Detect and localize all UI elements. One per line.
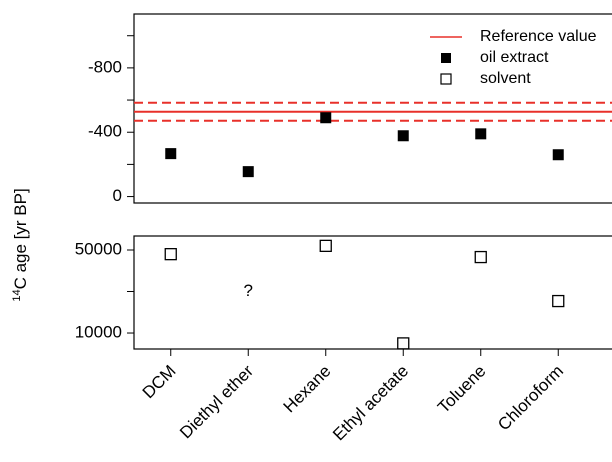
data-point — [552, 294, 565, 308]
plot-frame — [133, 235, 612, 350]
legend-label: oil extract — [480, 49, 549, 66]
legend-label: Reference value — [480, 28, 597, 45]
y-axis-title-sup: 14 — [11, 289, 23, 301]
data-point — [320, 112, 332, 124]
legend-marker — [440, 73, 452, 85]
y-tick-label: 0 — [113, 186, 122, 205]
x-tick-label: Toluene — [434, 361, 490, 417]
x-tick-label: Hexane — [280, 361, 335, 416]
annotation: ? — [244, 281, 253, 300]
data-point — [475, 128, 487, 140]
legend-marker — [441, 53, 451, 63]
y-tick-label: -800 — [88, 57, 122, 76]
y-axis-title-main: C age [yr BP] — [11, 188, 30, 289]
x-tick-label: Chloroform — [494, 361, 567, 434]
data-point — [397, 130, 409, 142]
plot-frame — [133, 13, 612, 204]
x-tick-label: DCM — [139, 361, 180, 402]
data-point — [474, 250, 487, 264]
x-tick-label: Diethyl ether — [176, 361, 257, 442]
y-tick-label: -400 — [88, 122, 122, 141]
y-tick-label: 10000 — [75, 323, 122, 342]
data-point — [164, 248, 177, 261]
data-point — [319, 239, 332, 253]
legend-label: solvent — [480, 70, 531, 87]
y-tick-label: 50000 — [75, 239, 122, 258]
data-point — [165, 148, 177, 160]
data-point — [552, 149, 564, 161]
data-point — [397, 337, 410, 350]
y-axis-title: 14C age [yr BP] — [11, 188, 30, 301]
data-point — [242, 166, 254, 178]
x-tick-label: Ethyl acetate — [329, 361, 412, 444]
